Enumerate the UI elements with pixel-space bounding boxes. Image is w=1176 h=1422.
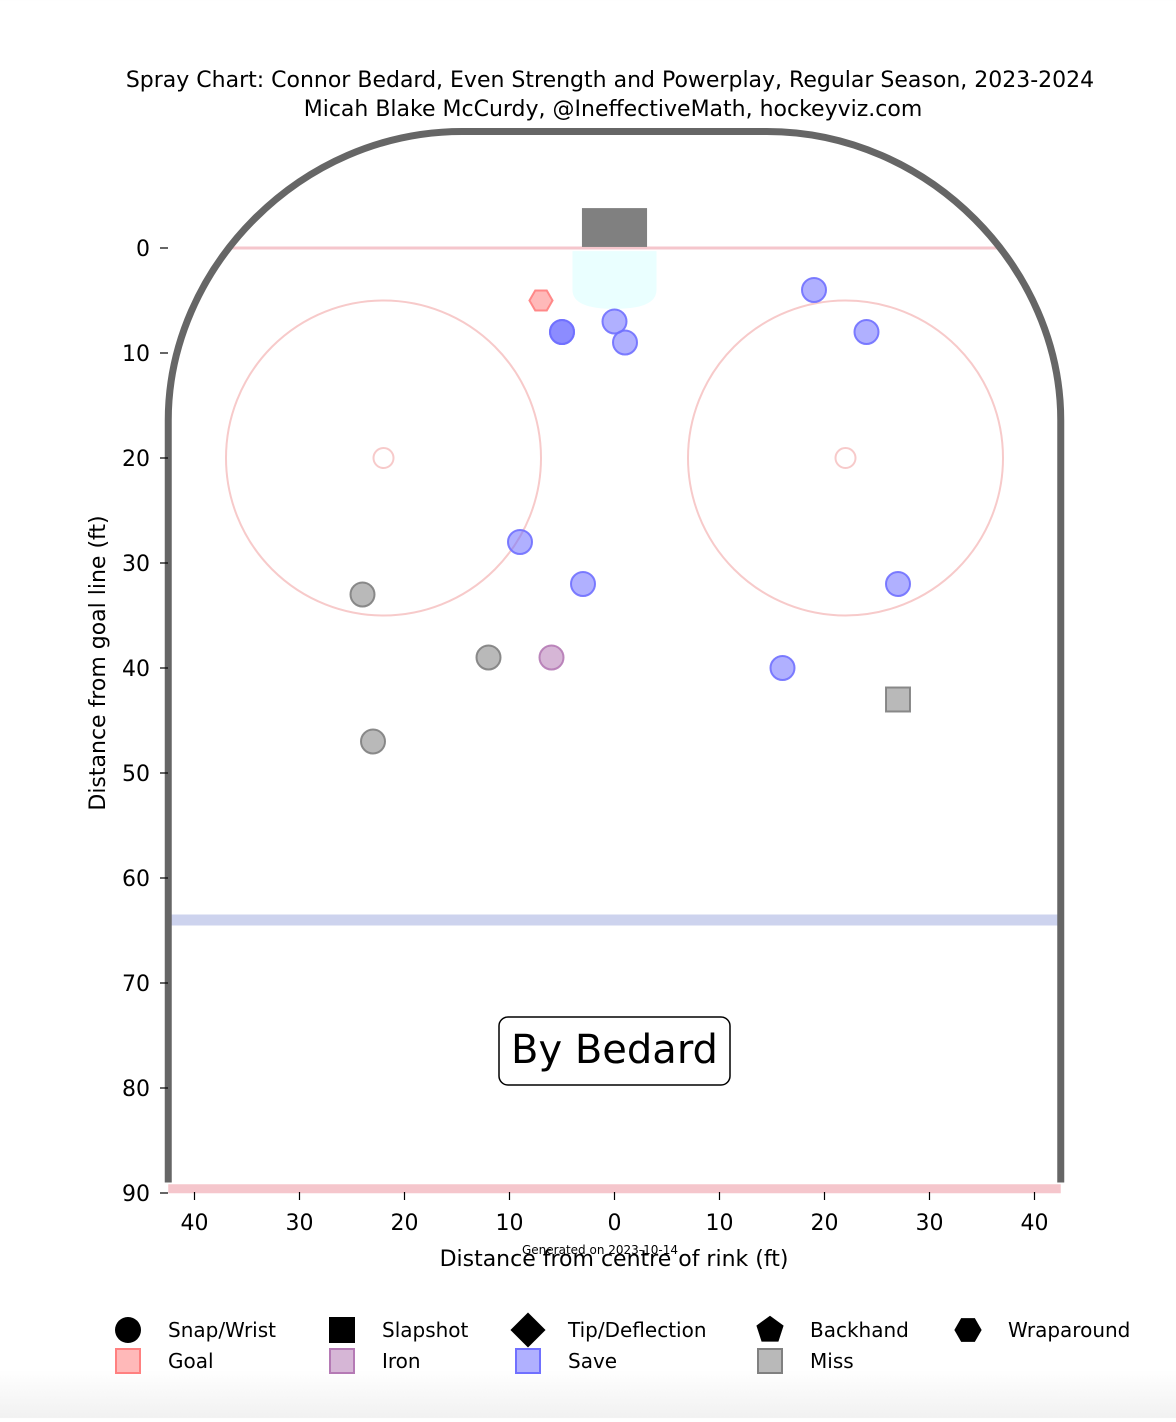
legend-swatch-iron [329,1348,355,1374]
y-tick-label: 80 [122,1077,150,1102]
x-tick-label: 30 [286,1211,314,1236]
legend-marker-snap_wrist [115,1317,141,1343]
x-tick-label: 40 [181,1211,209,1236]
legend-swatch-miss [757,1348,783,1374]
faceoff-circle-right [687,299,1004,617]
x-axis: 40 30 20 10 0 10 20 30 40 [181,1192,1049,1236]
shot-marker-miss [475,644,502,671]
y-axis: 0 10 20 30 40 50 60 70 80 90 [122,237,168,1207]
x-axis-label: Distance from centre of rink (ft) [440,1247,789,1272]
rink [164,127,1065,1194]
legend-swatch-goal [115,1348,141,1374]
shot-marker-save [885,571,911,597]
y-tick-label: 90 [122,1182,150,1207]
footer-note: Generated on 2023-10-14 [522,1243,678,1257]
shot-marker-save [612,329,638,356]
x-tick-label: 20 [811,1211,839,1236]
chart-subtitle: Micah Blake McCurdy, @IneffectiveMath, h… [304,97,923,122]
shot-marker-save [801,277,827,303]
shot-marker-iron [538,644,565,671]
y-axis-label: Distance from goal line (ft) [86,515,111,810]
shot-marker-save [507,529,533,555]
x-tick-label: 0 [608,1211,622,1236]
legend-marker-slapshot [329,1317,355,1343]
y-tick-label: 10 [122,342,150,367]
legend-label-wraparound: Wraparound [1008,1318,1130,1342]
shot-marker-miss [360,728,386,755]
legend-label-slapshot: Slapshot [382,1318,469,1342]
x-tick-label: 20 [391,1211,419,1236]
goal-crease [572,251,657,309]
faceoff-dot-left [372,447,395,469]
annotation-text: By Bedard [511,1027,718,1073]
y-tick-label: 40 [122,657,150,682]
legend-marker-tip [510,1312,546,1348]
y-tick-label: 30 [122,552,150,577]
annotation-frame [498,1016,731,1086]
y-tick-label: 0 [136,237,150,262]
y-tick-label: 50 [122,762,150,787]
shot-marker-goal [528,289,554,312]
legend: Snap/Wrist Slapshot Tip/Deflection Backhand… [115,1312,1130,1374]
faceoff-dot-right [834,447,857,469]
shot-marker-save [769,655,796,681]
annotation-box: By Bedard [498,1016,731,1086]
rink-boards [164,127,1065,1183]
legend-label-save: Save [568,1349,617,1373]
y-tick-label: 20 [122,447,150,472]
legend-marker-wraparound [954,1318,982,1342]
shot-marker-save [570,571,596,597]
shot-marker-save [853,319,880,345]
x-tick-label: 10 [496,1211,524,1236]
legend-label-miss: Miss [810,1349,854,1373]
y-tick-label: 70 [122,972,150,997]
legend-label-snap_wrist: Snap/Wrist [168,1318,276,1342]
shot-marker-save [601,308,628,335]
y-tick-label: 60 [122,867,150,892]
legend-label-goal: Goal [168,1349,214,1373]
legend-label-backhand: Backhand [810,1318,909,1342]
shot-marker-save [549,319,575,345]
x-tick-label: 30 [916,1211,944,1236]
shot-marker-miss [885,686,911,713]
legend-marker-backhand [756,1315,784,1342]
shot-marker-miss [349,581,376,608]
x-tick-label: 10 [706,1211,734,1236]
x-tick-label: 40 [1021,1211,1049,1236]
legend-swatch-save [515,1348,541,1374]
shot-markers [349,277,911,755]
faceoff-circle-left [225,299,542,617]
legend-label-tip: Tip/Deflection [567,1318,707,1342]
goal-net [581,208,648,247]
chart-title: Spray Chart: Connor Bedard, Even Strengt… [126,68,1094,93]
legend-label-iron: Iron [382,1349,421,1373]
